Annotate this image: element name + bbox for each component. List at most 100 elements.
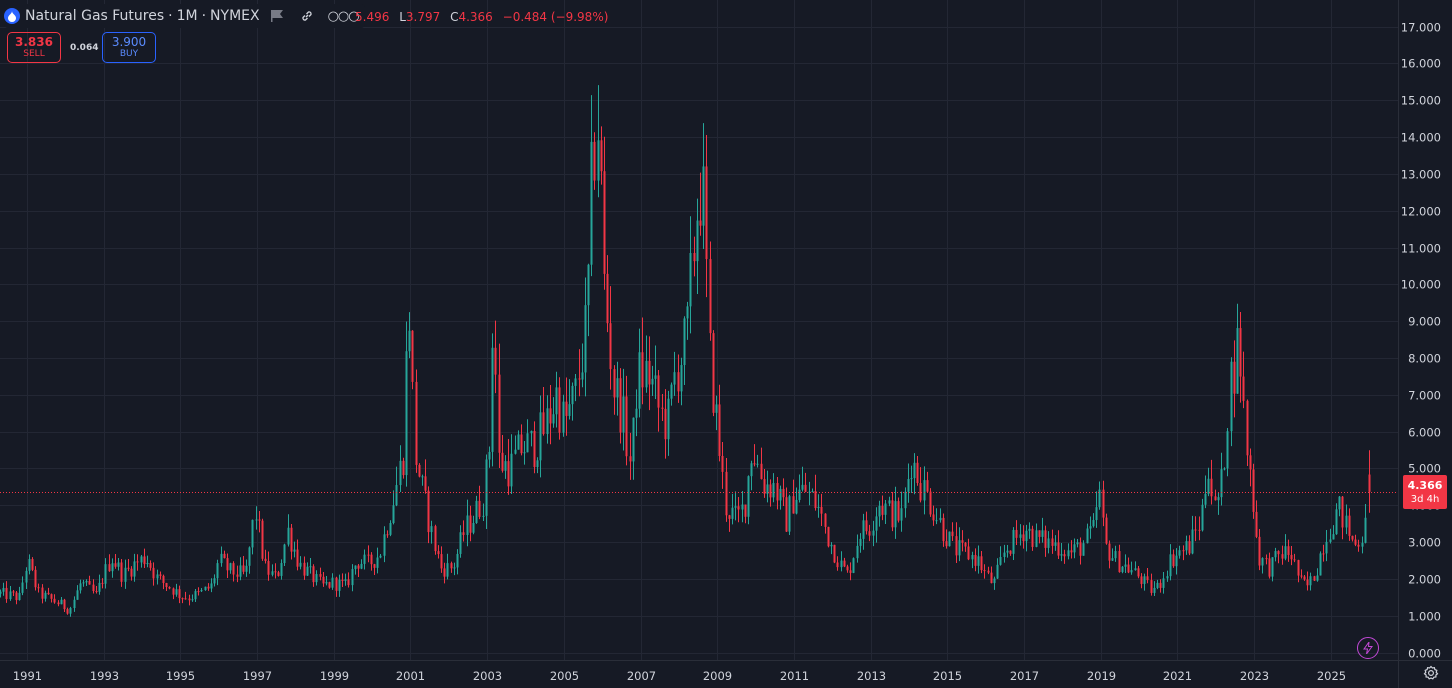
candle-body [459, 532, 462, 554]
candle-body [562, 401, 565, 433]
candle-body [101, 582, 104, 584]
candle-body [204, 586, 207, 591]
candle-body [987, 570, 990, 573]
candle-body [1038, 530, 1041, 537]
candle-body [1345, 515, 1348, 528]
candle-body [1354, 539, 1357, 545]
candle-body [184, 598, 187, 600]
instrument-title[interactable]: Natural Gas Futures [25, 8, 165, 24]
candle-body [677, 372, 680, 392]
candle-body [1281, 554, 1284, 559]
y-tick-label: 11.000 [1401, 242, 1441, 256]
candle-body [574, 378, 577, 386]
interval-label[interactable]: 1M [176, 8, 198, 24]
candle-body [836, 562, 839, 568]
candle-body [1057, 542, 1060, 556]
candle-body [127, 567, 130, 569]
candle-body [1236, 328, 1239, 394]
candle-body [1368, 474, 1371, 492]
candle-body [1246, 400, 1249, 456]
candle-body [1172, 554, 1175, 567]
candle-body [875, 516, 878, 531]
candle-body [744, 504, 747, 517]
candle-body [868, 531, 871, 536]
candle-body [741, 504, 744, 510]
candle-body [884, 503, 887, 515]
y-tick-label: 1.000 [1408, 610, 1441, 624]
candle-body [287, 527, 290, 545]
candle-body [1169, 554, 1172, 577]
candle-body [136, 561, 139, 563]
candle-body [357, 565, 360, 569]
candle-body [1150, 580, 1153, 593]
candle-body [79, 583, 82, 591]
candle-body [1098, 489, 1101, 508]
candle-body [571, 385, 574, 405]
sell-price: 3.836 [15, 35, 53, 49]
candle-body [795, 499, 798, 514]
candle-body [44, 592, 47, 599]
candle-body [402, 460, 405, 476]
candle-body [894, 501, 897, 528]
candle-body [1303, 576, 1306, 580]
sell-button[interactable]: 3.836 SELL [7, 32, 61, 63]
candle-body [434, 526, 437, 552]
candle-body [1313, 576, 1316, 581]
candle-body [383, 534, 386, 556]
candle-body [779, 488, 782, 501]
candle-body [686, 306, 689, 319]
candle-body [897, 501, 900, 521]
candle-body [1166, 576, 1169, 579]
candle-body [178, 589, 181, 599]
candle-body [373, 564, 376, 568]
candle-body [1070, 550, 1073, 553]
flag-icon[interactable] [270, 9, 284, 23]
candle-body [1233, 361, 1236, 394]
candle-body [1019, 534, 1022, 538]
lightning-icon[interactable] [1357, 637, 1379, 659]
candle-body [926, 480, 929, 492]
candle-body [1309, 576, 1312, 586]
candle-body [667, 398, 670, 440]
candle-body [507, 461, 510, 487]
candle-body [1226, 431, 1229, 469]
candle-body [1092, 520, 1095, 527]
more-options-icon[interactable]: ○○○ [327, 8, 360, 24]
candle-body [689, 253, 692, 307]
candle-body [232, 563, 235, 575]
candle-body [303, 562, 306, 576]
candle-body [296, 549, 299, 567]
candle-body [629, 456, 632, 462]
candle-body [415, 381, 418, 465]
candle-body [517, 434, 520, 450]
candle-body [776, 483, 779, 501]
candle-body [862, 520, 865, 539]
candle-body [399, 460, 402, 486]
candle-body [1137, 568, 1140, 577]
y-tick-label: 6.000 [1408, 426, 1441, 440]
candle-body [328, 582, 331, 588]
candle-body [654, 375, 657, 379]
candle-body [1175, 555, 1178, 567]
candle-body [450, 563, 453, 569]
last-price-tag: 4.366 3d 4h [1403, 475, 1447, 509]
candle-body [673, 372, 676, 385]
buy-button[interactable]: 3.900 BUY [102, 32, 156, 63]
link-icon[interactable] [300, 9, 314, 23]
candle-body [852, 558, 855, 573]
candle-body [1322, 553, 1325, 555]
chart-header: Natural Gas Futures · 1M · NYMEX ○○○ [4, 4, 365, 28]
candle-body [792, 496, 795, 514]
candle-body [315, 574, 318, 583]
candle-body [1121, 566, 1124, 573]
candle-body [453, 567, 456, 569]
candle-body [1082, 543, 1085, 556]
candle-body [1297, 560, 1300, 576]
candle-body [565, 401, 568, 416]
candle-body [229, 563, 232, 571]
candle-body [140, 556, 143, 563]
settings-gear-icon[interactable] [1423, 665, 1439, 681]
candle-body [1335, 509, 1338, 535]
last-price-value: 4.366 [1407, 478, 1443, 492]
